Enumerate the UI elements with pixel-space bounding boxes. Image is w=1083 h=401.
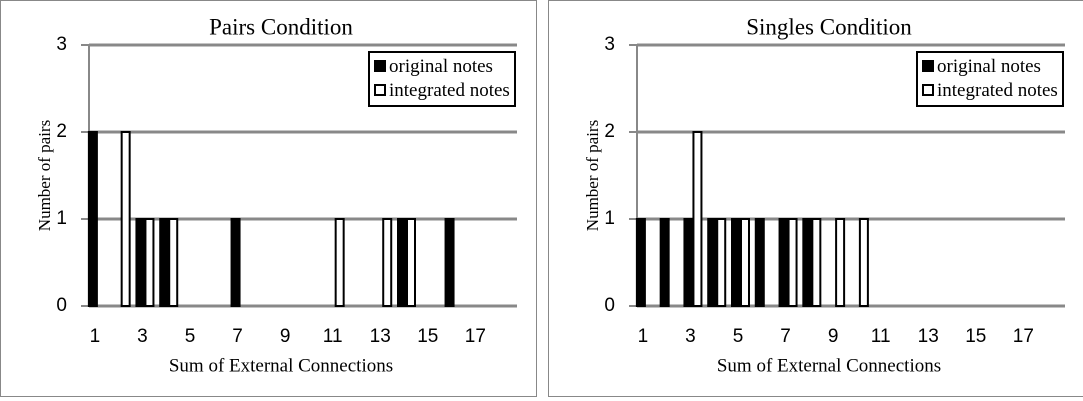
y-axis-label: Number of pairs: [583, 120, 602, 231]
x-tick-label: 1: [90, 326, 101, 347]
bar: [230, 218, 241, 307]
bar: [168, 218, 179, 307]
bar: [120, 131, 131, 307]
x-axis-label: Sum of External Connections: [717, 355, 941, 376]
x-tick-label: 13: [370, 326, 391, 347]
x-tick-label: 3: [685, 326, 696, 347]
legend-item: original notes: [374, 55, 510, 79]
bar: [740, 218, 750, 307]
x-tick-label: 11: [323, 326, 343, 347]
x-tick-label: 13: [918, 326, 939, 347]
x-tick-label: 7: [232, 326, 243, 347]
legend: original notes integrated notes: [916, 51, 1064, 107]
y-axis-label: Number of pairs: [35, 120, 54, 231]
chart-panel: Singles Condition 0 1 2 3 Number of pairs Sum …: [548, 0, 1083, 397]
bar: [858, 218, 869, 307]
bar: [444, 218, 455, 307]
x-tick-label: 9: [828, 326, 839, 347]
y-tick-label: 3: [604, 34, 615, 55]
legend: original notes integrated notes: [368, 51, 516, 107]
legend-swatch: [374, 84, 386, 96]
x-tick-label: 1: [638, 326, 649, 347]
bar: [135, 218, 146, 307]
legend-item: integrated notes: [374, 79, 510, 103]
x-axis-label: Sum of External Connections: [169, 355, 393, 376]
bar: [811, 218, 822, 307]
bar: [731, 218, 741, 307]
x-tick-label: 5: [185, 326, 196, 347]
bar: [778, 218, 789, 307]
bar: [716, 218, 727, 307]
bar: [635, 218, 646, 307]
legend-label: original notes: [937, 56, 1041, 77]
bar: [382, 218, 393, 307]
bar: [87, 131, 98, 307]
legend-item: original notes: [922, 55, 1058, 79]
chart-title: Pairs Condition: [209, 14, 353, 39]
bar: [692, 131, 703, 307]
x-tick-label: 5: [733, 326, 744, 347]
x-tick-label: 9: [280, 326, 291, 347]
y-tick-label: 0: [56, 295, 67, 316]
legend-item: integrated notes: [922, 79, 1058, 103]
x-tick-label: 11: [871, 326, 891, 347]
x-tick-label: 3: [137, 326, 148, 347]
legend-label: integrated notes: [937, 80, 1058, 101]
bar: [802, 218, 813, 307]
legend-label: integrated notes: [389, 80, 510, 101]
bar: [683, 218, 694, 307]
bar: [159, 218, 170, 307]
chart: Singles Condition 0 1 2 3 Number of pairs Sum …: [583, 14, 1065, 376]
y-tick-label: 2: [56, 121, 67, 142]
bar: [835, 218, 846, 307]
x-tick-label: 15: [417, 326, 438, 347]
legend-swatch: [922, 60, 934, 72]
bar: [397, 218, 407, 307]
chart: Pairs Condition 0 1 2 3 Number of pairs Sum of…: [35, 14, 517, 376]
bar: [334, 218, 345, 307]
bar: [144, 218, 155, 307]
x-tick-label: 17: [465, 326, 486, 347]
legend-label: original notes: [389, 56, 493, 77]
y-tick-label: 3: [56, 34, 67, 55]
y-tick-label: 0: [604, 295, 615, 316]
bar: [787, 218, 798, 307]
bar: [659, 218, 670, 307]
legend-swatch: [374, 60, 386, 72]
y-tick-label: 1: [604, 208, 615, 229]
y-tick-label: 1: [56, 208, 67, 229]
bar: [754, 218, 765, 307]
chart-title: Singles Condition: [746, 14, 912, 39]
bar: [707, 218, 718, 307]
x-tick-label: 15: [965, 326, 986, 347]
bar: [406, 218, 416, 307]
x-tick-label: 17: [1013, 326, 1034, 347]
x-tick-label: 7: [780, 326, 791, 347]
y-tick-label: 2: [604, 121, 615, 142]
legend-swatch: [922, 84, 934, 96]
chart-panel: Pairs Condition 0 1 2 3 Number of pairs Sum of…: [0, 0, 537, 397]
